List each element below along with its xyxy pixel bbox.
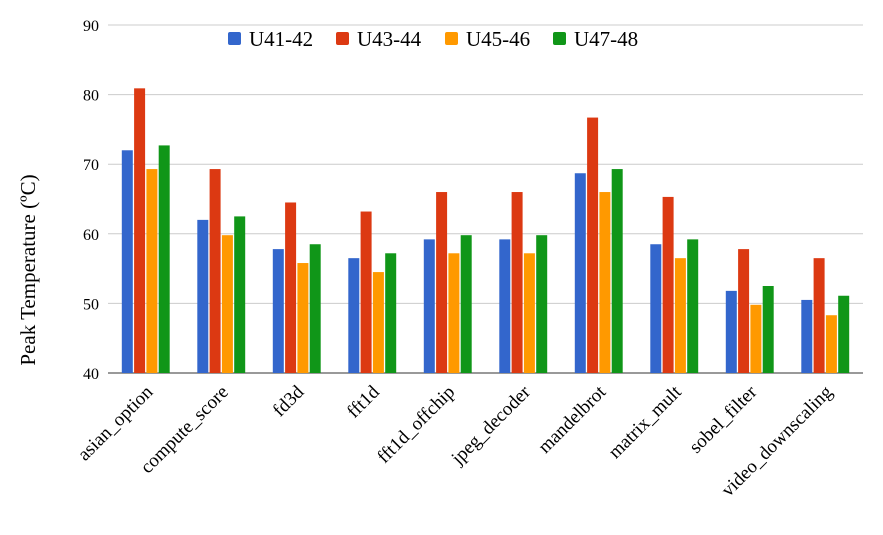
legend: U41-42 U43-44 U45-46 U47-48 (228, 27, 638, 51)
y-tick-label: 40 (83, 366, 99, 383)
legend-swatch (336, 32, 349, 45)
bar-U45-46-sobel_filter (750, 304, 762, 373)
legend-item: U41-42 (228, 27, 313, 51)
bar-U43-44-fft1d (360, 211, 372, 373)
bar-U47-48-asian_option (158, 145, 170, 373)
bar-U41-42-fft1d_offchip (423, 239, 435, 373)
legend-label: U45-46 (466, 27, 530, 51)
legend-swatch (228, 32, 241, 45)
gridlines (108, 24, 863, 374)
bar-U41-42-mandelbrot (574, 173, 586, 373)
bar-U45-46-video_downscaling (825, 315, 837, 373)
y-tick-label: 70 (83, 157, 99, 174)
bar-U47-48-fft1d_offchip (460, 235, 472, 373)
bar-U47-48-matrix_mult (687, 239, 699, 373)
bar-U41-42-video_downscaling (801, 299, 813, 373)
x-tick-label: fd3d (269, 381, 309, 421)
bar-U43-44-compute_score (209, 169, 221, 373)
x-tick-label: sobel_filter (685, 381, 762, 458)
x-tick-label: jpeg_decoder (447, 381, 535, 469)
legend-label: U47-48 (574, 27, 638, 51)
bar-U45-46-mandelbrot (599, 192, 611, 373)
x-tick-label: mandelbrot (534, 381, 611, 458)
bar-U43-44-asian_option (134, 88, 146, 373)
y-tick-label: 80 (83, 88, 99, 105)
x-tick-label: fft1d_offchip (373, 382, 459, 468)
bar-U45-46-fft1d_offchip (448, 253, 460, 373)
bar-U43-44-video_downscaling (813, 258, 825, 373)
legend-item: U47-48 (553, 27, 638, 51)
legend-item: U45-46 (445, 27, 530, 51)
legend-item: U43-44 (336, 27, 422, 51)
x-tick-label: fft1d (343, 381, 384, 422)
bar-U45-46-compute_score (221, 235, 233, 373)
bar-U45-46-asian_option (146, 169, 158, 373)
bar-U43-44-fft1d_offchip (436, 192, 448, 373)
bar-U41-42-fd3d (272, 249, 284, 373)
bar-U45-46-fd3d (297, 263, 309, 373)
bar-U43-44-matrix_mult (662, 196, 674, 373)
y-axis-title: Peak Temperature (ºC) (16, 174, 40, 365)
bar-U47-48-compute_score (234, 216, 246, 373)
y-tick-label: 90 (83, 18, 99, 35)
bar-U41-42-sobel_filter (725, 290, 737, 373)
bar-U47-48-fd3d (309, 244, 321, 373)
bar-U43-44-jpeg_decoder (511, 192, 523, 373)
y-tick-label: 50 (83, 296, 99, 313)
bar-U41-42-matrix_mult (650, 244, 662, 373)
y-axis-ticks: 40 50 60 70 80 90 (83, 18, 99, 383)
bar-U45-46-matrix_mult (674, 258, 686, 373)
bar-U41-42-asian_option (121, 150, 133, 373)
bar-U47-48-video_downscaling (838, 295, 850, 373)
bar-U45-46-jpeg_decoder (523, 253, 535, 373)
legend-label: U43-44 (357, 27, 422, 51)
bar-U43-44-fd3d (285, 202, 297, 373)
bar-U41-42-fft1d (348, 258, 360, 373)
bar-U47-48-sobel_filter (762, 286, 774, 373)
bars (121, 88, 850, 374)
bar-U41-42-compute_score (197, 219, 209, 373)
x-tick-label: matrix_mult (605, 381, 687, 463)
bar-U43-44-mandelbrot (587, 117, 599, 374)
bar-U45-46-fft1d (372, 272, 384, 373)
bar-U41-42-jpeg_decoder (499, 239, 511, 373)
bar-U43-44-sobel_filter (738, 249, 750, 373)
legend-label: U41-42 (249, 27, 313, 51)
bar-U47-48-jpeg_decoder (536, 235, 548, 373)
x-tick-label: asian_option (74, 381, 158, 465)
bar-U47-48-fft1d (385, 253, 397, 373)
legend-swatch (553, 32, 566, 45)
y-tick-label: 60 (83, 227, 99, 244)
legend-swatch (445, 32, 458, 45)
bar-U47-48-mandelbrot (611, 169, 623, 373)
